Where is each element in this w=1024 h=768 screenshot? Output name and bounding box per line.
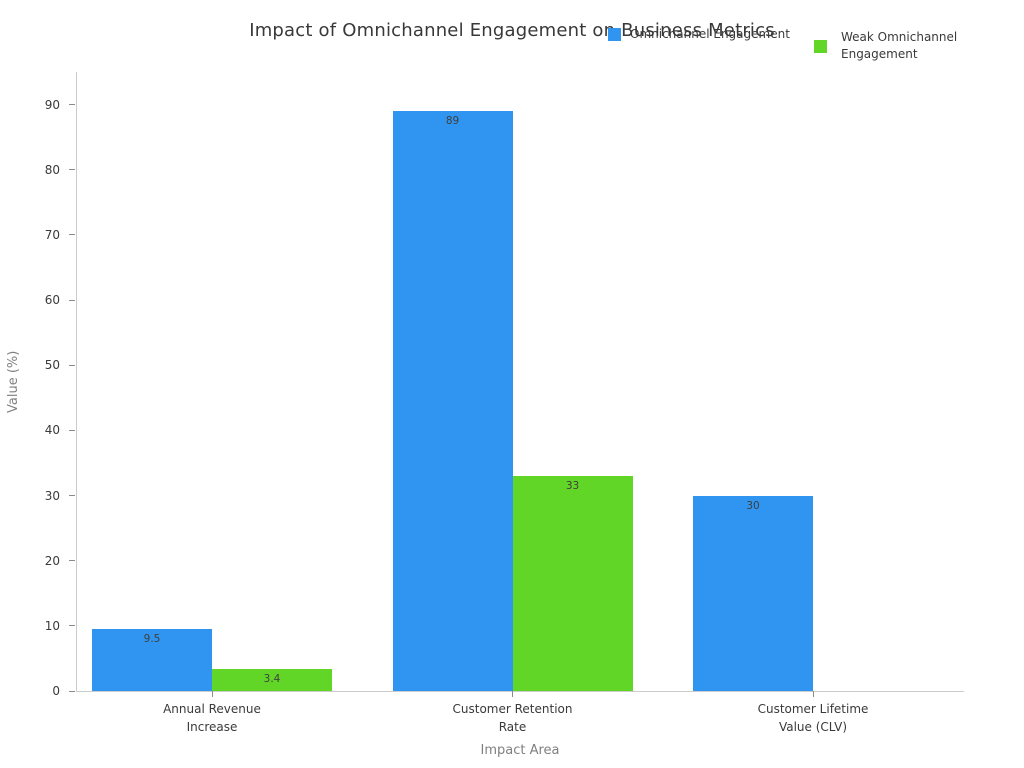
y-tick-mark (69, 429, 75, 431)
y-tick-mark (69, 560, 75, 562)
legend-swatch-weak-omnichannel-icon (814, 39, 827, 53)
y-axis-title: Value (%) (6, 350, 21, 413)
bar-value-label: 30 (746, 499, 760, 512)
y-tick-mark (69, 690, 75, 692)
y-tick-mark (69, 364, 75, 366)
x-axis-spine (76, 691, 964, 692)
y-tick-mark (69, 299, 75, 301)
legend-item-weak-omnichannel: Weak Omnichannel Engagement (814, 28, 957, 64)
bar-omnichannel-0 (92, 629, 212, 691)
x-category-label: Customer Retention Rate (452, 702, 573, 734)
x-category-label: Annual Revenue Increase (163, 702, 261, 734)
y-tick-label: 0 (52, 684, 60, 698)
y-tick-label: 50 (44, 358, 60, 373)
x-category-label: Customer Lifetime Value (CLV) (757, 702, 869, 734)
y-tick-label: 80 (44, 162, 60, 177)
bar-omnichannel-1 (392, 111, 513, 691)
bar-value-label: 33 (565, 479, 580, 492)
y-tick-mark (69, 625, 75, 627)
y-tick-mark (69, 495, 75, 497)
bar-weak-omnichannel-0 (212, 668, 332, 691)
y-axis-spine (76, 72, 77, 691)
bar-value-label: 3.4 (263, 672, 281, 685)
bar-value-label: 9.5 (143, 633, 161, 646)
y-tick-label: 70 (44, 227, 60, 242)
legend-label-weak-omnichannel: Weak Omnichannel Engagement (841, 29, 958, 61)
x-tick-mark (812, 691, 814, 697)
x-axis-title: Impact Area (480, 743, 560, 758)
bar-weak-omnichannel-1 (512, 475, 633, 691)
y-tick-mark (69, 169, 75, 171)
y-tick-label: 90 (44, 97, 60, 112)
x-tick-mark (211, 691, 213, 697)
y-tick-mark (69, 234, 75, 236)
x-tick-mark (512, 691, 513, 697)
bar-value-label: 89 (445, 115, 460, 128)
y-tick-label: 30 (44, 488, 60, 503)
y-tick-label: 60 (44, 293, 60, 308)
y-tick-label: 20 (44, 553, 60, 568)
y-tick-label: 10 (44, 618, 60, 633)
chart-title: Impact of Omnichannel Engagement on Busi… (249, 20, 775, 41)
y-tick-label: 40 (44, 423, 60, 438)
legend-swatch-omnichannel-icon (608, 28, 621, 41)
y-tick-mark (69, 104, 75, 106)
legend-label-omnichannel: Omnichannel Engagement (630, 26, 790, 41)
bar-omnichannel-2 (693, 495, 813, 691)
legend-item-omnichannel: Omnichannel Engagement (608, 27, 790, 42)
